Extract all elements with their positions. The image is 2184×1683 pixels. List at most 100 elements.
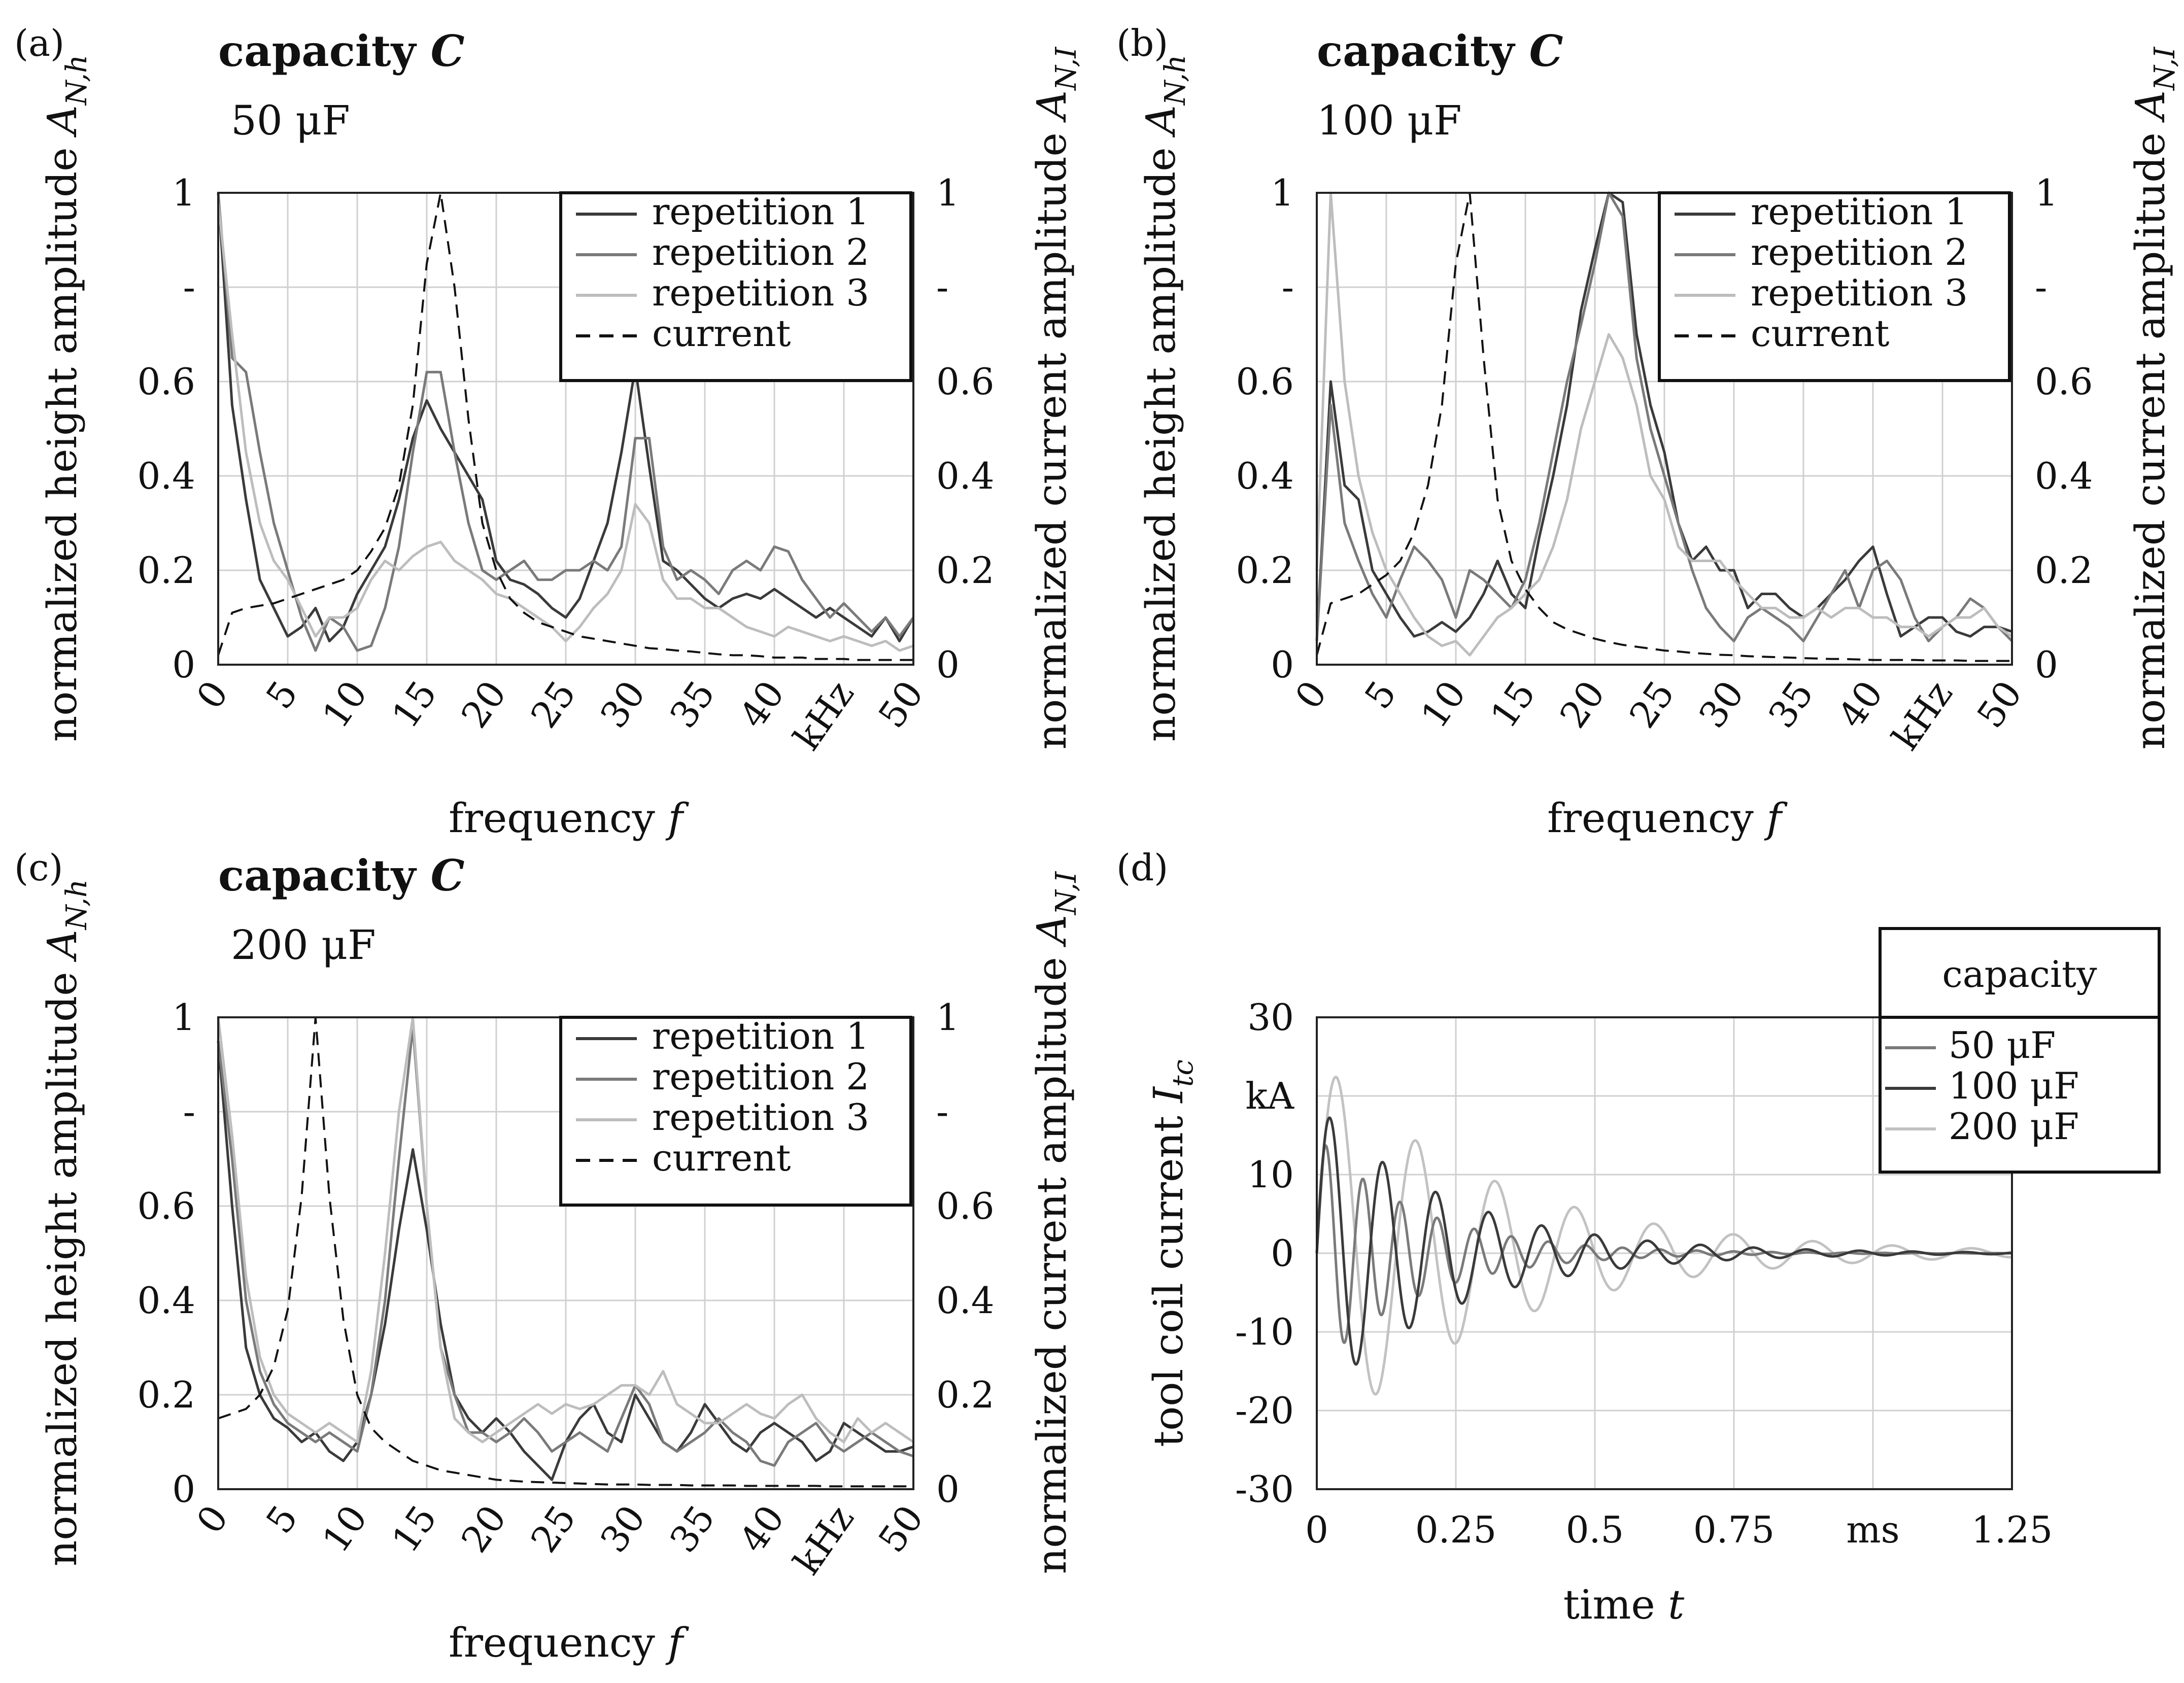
series-line-repetition-2 bbox=[1315, 191, 2013, 642]
x-axis-label: frequency f bbox=[449, 1619, 689, 1666]
y-tick-label-left: 0.6 bbox=[137, 1185, 195, 1227]
y-tick-label-right: 0.6 bbox=[936, 1185, 995, 1227]
y-tick-label-right: 0.2 bbox=[936, 549, 995, 592]
y-tick-label-right: 1 bbox=[2035, 171, 2058, 214]
y-axis-label-left-sub: N,h bbox=[1159, 55, 1192, 106]
y-tick-label-right: 0.4 bbox=[936, 455, 995, 497]
legend-entry: current bbox=[652, 1137, 791, 1179]
y-axis-label: tool coil current Itc bbox=[1145, 1059, 1200, 1447]
x-tick-label: 35 bbox=[662, 1498, 723, 1560]
y-axis-label-left-text: normalized height amplitude bbox=[39, 134, 86, 742]
chart-subtitle: 50 μF bbox=[231, 97, 350, 144]
chart-title-symbol: C bbox=[431, 26, 465, 76]
legend-frame bbox=[559, 191, 912, 382]
series-line-repetition-1 bbox=[1315, 191, 2012, 641]
x-axis-label: time t bbox=[1563, 1581, 1685, 1628]
y-tick-label-left: 1 bbox=[172, 996, 195, 1039]
x-axis-label: frequency f bbox=[1547, 795, 1788, 842]
x-tick-label: ms bbox=[1846, 1508, 1899, 1551]
panel-label: (c) bbox=[14, 846, 63, 889]
x-axis-label-text: frequency bbox=[1547, 795, 1766, 842]
y-tick-label: -20 bbox=[1235, 1389, 1294, 1432]
x-axis-label-symbol: t bbox=[1668, 1581, 1685, 1628]
x-axis-label-text: frequency bbox=[449, 795, 668, 842]
x-tick-label: 15 bbox=[384, 673, 445, 736]
panel-label: (d) bbox=[1116, 846, 1168, 889]
legend-frame bbox=[1879, 927, 2161, 1174]
legend-entry: repetition 3 bbox=[1751, 271, 1968, 314]
y-tick-label-right: 0.2 bbox=[2035, 549, 2093, 592]
chart-title-main: capacity bbox=[1317, 26, 1529, 76]
x-tick-label: 30 bbox=[592, 673, 654, 736]
x-tick-label: kHz bbox=[785, 1498, 862, 1582]
y-axis-label-left-symbol: A bbox=[1137, 105, 1184, 138]
series-line-repetition-2 bbox=[217, 1025, 914, 1467]
series-group bbox=[217, 1016, 914, 1488]
x-axis-label-symbol: f bbox=[1764, 795, 1788, 842]
x-tick-label: 40 bbox=[731, 673, 793, 736]
x-tick-label: 20 bbox=[453, 1498, 515, 1560]
legend-entry: current bbox=[652, 312, 791, 355]
y-axis-label-sub: tc bbox=[1167, 1059, 1200, 1087]
x-tick-label: 10 bbox=[314, 673, 376, 736]
x-tick-label: kHz bbox=[785, 673, 862, 758]
x-tick-label: 25 bbox=[1621, 673, 1683, 736]
legend-entry: 100 μF bbox=[1949, 1064, 2079, 1107]
y-tick-label-right: 1 bbox=[936, 996, 960, 1039]
x-tick-label: 50 bbox=[870, 673, 932, 736]
y-tick-label: -30 bbox=[1235, 1468, 1294, 1510]
x-tick-label: 0.25 bbox=[1415, 1508, 1496, 1551]
legend-frame bbox=[559, 1016, 912, 1207]
x-tick-label: 5 bbox=[258, 1498, 306, 1541]
x-axis-label: frequency f bbox=[449, 795, 689, 842]
y-tick-label-left: 0.2 bbox=[1236, 549, 1294, 592]
y-axis-label-left-sub: N,h bbox=[60, 879, 93, 931]
y-tick-label-left: 1 bbox=[1271, 171, 1294, 214]
series-line-repetition-3 bbox=[217, 1016, 914, 1444]
chart-title-main: capacity bbox=[218, 850, 431, 901]
y-tick-label-right: 0.6 bbox=[2035, 360, 2093, 403]
x-tick-label: 25 bbox=[523, 673, 584, 736]
y-axis-label-left: normalized height amplitude AN,h bbox=[39, 879, 93, 1566]
legend-entry: repetition 3 bbox=[652, 1096, 869, 1139]
y-axis-label-left-symbol: A bbox=[39, 105, 86, 138]
x-tick-label: 0 bbox=[188, 673, 236, 717]
chart-title-symbol: C bbox=[1529, 26, 1563, 76]
x-tick-label: 15 bbox=[384, 1498, 445, 1560]
x-tick-label: 40 bbox=[1830, 673, 1891, 736]
x-tick-label: 30 bbox=[592, 1498, 654, 1560]
series-group bbox=[1315, 191, 2013, 662]
x-tick-label: 25 bbox=[523, 1498, 584, 1560]
y-axis-label-right-symbol: A bbox=[1028, 90, 1075, 123]
y-axis-label-right: normalized current amplitude AN,I bbox=[2127, 46, 2181, 750]
y-axis-label-left-text: normalized height amplitude bbox=[1137, 134, 1184, 742]
y-tick-label-left: - bbox=[183, 1090, 195, 1133]
legend-entry: repetition 3 bbox=[652, 271, 869, 314]
x-tick-label: 10 bbox=[1413, 673, 1474, 736]
y-axis-label-right-symbol: A bbox=[2127, 90, 2174, 123]
y-tick-label-right: 0 bbox=[936, 1468, 960, 1510]
y-tick-label-left: 0.4 bbox=[1236, 455, 1294, 497]
y-tick-label: -10 bbox=[1235, 1311, 1294, 1353]
legend-entry: repetition 1 bbox=[1751, 190, 1968, 233]
chart-title: capacity C bbox=[218, 26, 465, 76]
y-tick-label-right: - bbox=[2035, 266, 2047, 308]
legend-entry: repetition 1 bbox=[652, 1015, 869, 1057]
x-tick-label: 35 bbox=[662, 673, 723, 736]
plot-area-frame bbox=[1316, 1016, 2013, 1490]
x-tick-label: 0.75 bbox=[1693, 1508, 1774, 1551]
x-tick-label: 0 bbox=[1305, 1508, 1328, 1551]
legend-entry: repetition 1 bbox=[652, 190, 869, 233]
series-line-repetition-1 bbox=[217, 192, 915, 642]
y-tick-label-left: - bbox=[183, 266, 195, 308]
panel-a: (a) capacity C50 μF0 00.2 0.20.4 0.40.6 0.6- -… bbox=[14, 22, 1083, 842]
y-tick-label-left: 0.2 bbox=[137, 549, 195, 592]
legend-entry: repetition 2 bbox=[1751, 231, 1968, 273]
y-tick-label: 0 bbox=[1271, 1232, 1294, 1275]
chart-title-symbol: C bbox=[431, 850, 465, 901]
x-tick-label: 0 bbox=[188, 1498, 236, 1541]
